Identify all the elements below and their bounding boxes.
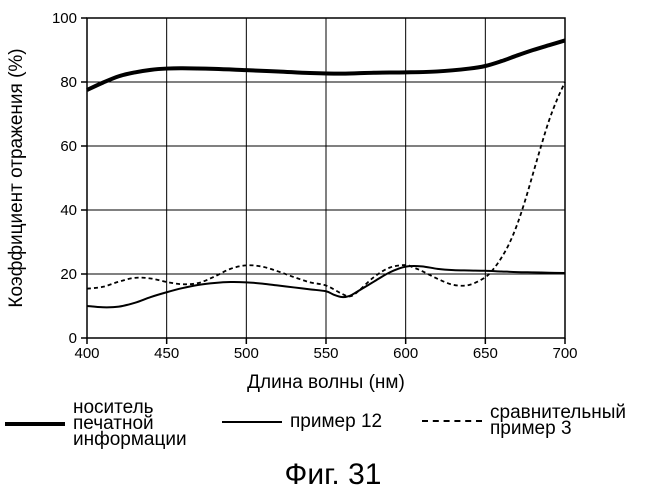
x-tick-label: 700 bbox=[552, 345, 577, 362]
y-tick-label: 80 bbox=[60, 74, 77, 91]
y-tick-label: 60 bbox=[60, 138, 77, 155]
x-axis-label: Длина волны (нм) bbox=[247, 372, 405, 393]
chart-legend: носитель печатной информации пример 12 с… bbox=[0, 400, 666, 460]
x-tick-label: 550 bbox=[313, 345, 338, 362]
y-tick-label: 20 bbox=[60, 266, 77, 283]
x-tick-label: 400 bbox=[74, 345, 99, 362]
legend-line-thin-solid bbox=[222, 421, 282, 423]
y-tick-label: 100 bbox=[52, 10, 77, 27]
x-tick-label: 500 bbox=[234, 345, 259, 362]
y-tick-label: 0 bbox=[69, 330, 77, 347]
x-tick-label: 650 bbox=[473, 345, 498, 362]
legend-label-print-medium: носитель печатной информации bbox=[73, 400, 187, 448]
x-tick-label: 450 bbox=[154, 345, 179, 362]
legend-line-thick-solid bbox=[5, 422, 65, 426]
legend-label-example-12: пример 12 bbox=[290, 414, 382, 430]
legend-item-print-medium: носитель печатной информации bbox=[5, 400, 187, 448]
y-axis-label: Коэффициент отражения (%) bbox=[6, 48, 27, 307]
legend-item-comparative-example-3: сравнительный пример 3 bbox=[422, 405, 626, 437]
x-tick-label: 600 bbox=[393, 345, 418, 362]
legend-line-dashed bbox=[422, 420, 482, 422]
reflectance-chart: 400 450 500 550 600 650 700 0 20 40 60 80 100 Длина в… bbox=[0, 0, 666, 420]
figure-caption: Фиг. 31 bbox=[0, 458, 666, 492]
y-tick-label: 40 bbox=[60, 202, 77, 219]
legend-item-example-12: пример 12 bbox=[222, 414, 382, 430]
legend-label-comparative-example-3: сравнительный пример 3 bbox=[490, 405, 626, 437]
